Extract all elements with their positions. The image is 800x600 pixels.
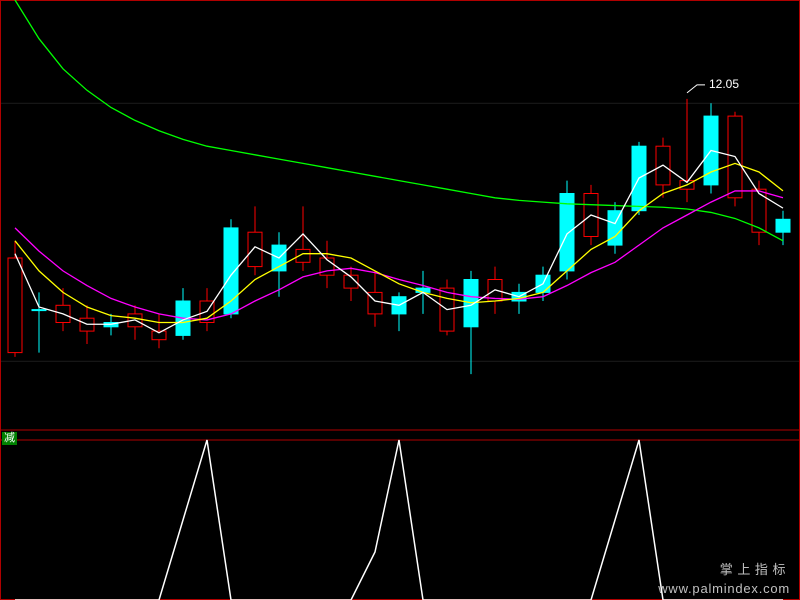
candlestick-chart-svg[interactable]: [0, 0, 800, 600]
stock-chart-container: 12.05 减 掌上指标 www.palmindex.com: [0, 0, 800, 600]
status-badge: 减: [2, 432, 17, 445]
